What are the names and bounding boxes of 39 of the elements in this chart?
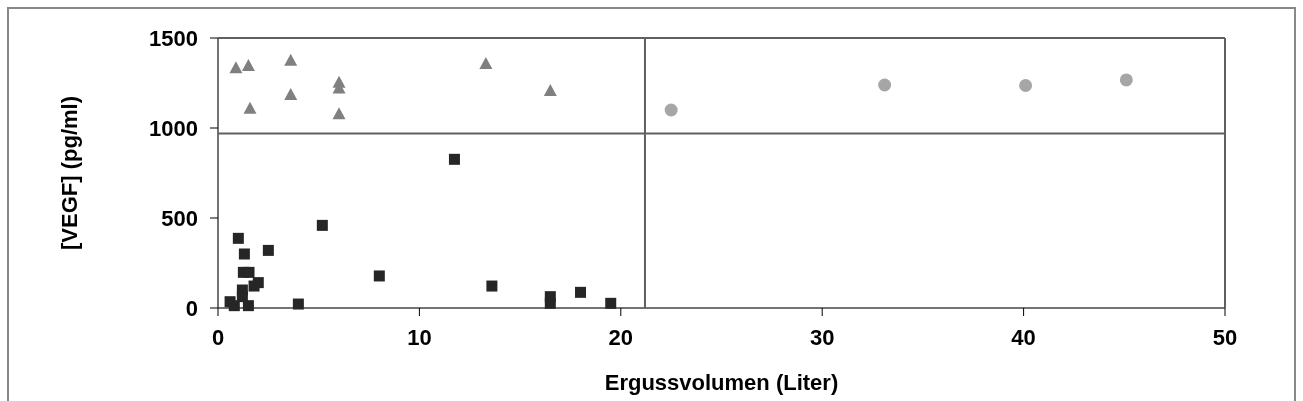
point: [243, 101, 257, 114]
y-tick-label: 1000: [149, 115, 198, 141]
point: [241, 59, 255, 72]
x-tick-label: 20: [608, 325, 634, 350]
point: [229, 61, 243, 74]
point: [479, 56, 493, 69]
point: [575, 286, 587, 298]
point: [284, 53, 298, 66]
point: [228, 300, 240, 312]
point: [448, 153, 460, 165]
y-tick-label: 0: [185, 295, 198, 321]
point: [544, 297, 556, 309]
point: [664, 103, 678, 117]
point: [605, 297, 617, 309]
x-axis-title: Ergussvolumen (Liter): [604, 370, 839, 395]
point: [242, 300, 254, 312]
point: [284, 88, 298, 101]
x-tick-label: 40: [1011, 325, 1036, 350]
point: [262, 244, 274, 256]
y-tick-label: 1500: [149, 25, 198, 51]
y-tick-label: 500: [161, 205, 198, 231]
point: [373, 270, 385, 282]
point: [878, 78, 892, 92]
point: [1019, 79, 1033, 93]
point: [238, 248, 250, 260]
point: [232, 232, 244, 244]
y-axis-title: [VEGF] (pg/ml): [57, 96, 82, 250]
point: [486, 280, 498, 292]
point: [316, 219, 328, 231]
x-tick-label: 0: [211, 325, 225, 350]
point: [248, 280, 260, 292]
point: [292, 298, 304, 310]
point: [1119, 73, 1133, 87]
point: [332, 107, 346, 120]
x-tick-label: 50: [1212, 325, 1238, 350]
x-tick-label: 10: [407, 325, 432, 350]
point: [543, 83, 557, 96]
point: [243, 266, 255, 278]
x-tick-label: 30: [809, 325, 835, 350]
